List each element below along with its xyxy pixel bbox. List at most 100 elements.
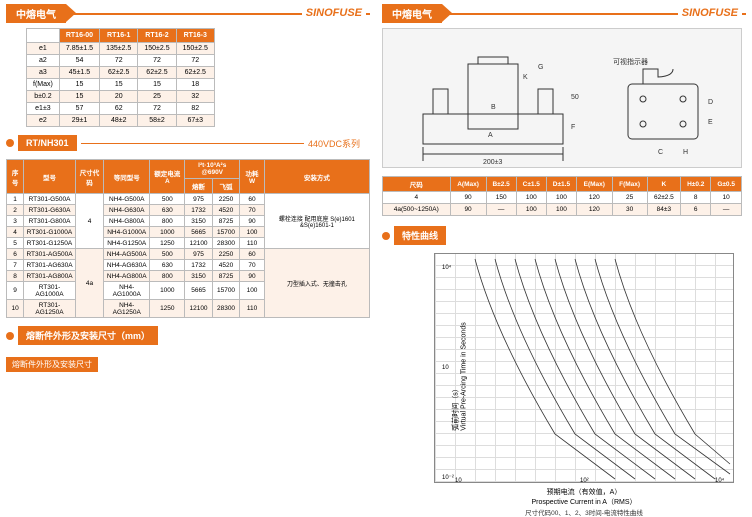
cell: 800 — [150, 271, 185, 282]
cell: 6 — [681, 204, 711, 216]
cell: e2 — [27, 115, 60, 127]
cell: 100 — [546, 192, 576, 204]
cell: 150±2.5 — [176, 43, 214, 55]
cell: NH4-G1250A — [104, 238, 150, 249]
triangle-icon — [442, 4, 452, 22]
cell: 8 — [7, 271, 24, 282]
cell: 20 — [100, 91, 138, 103]
cell: NH4-AG500A — [104, 249, 150, 260]
cell: 500 — [150, 249, 185, 260]
cell: 100 — [516, 192, 546, 204]
cell: f(Max) — [27, 79, 60, 91]
cell: 8725 — [212, 271, 240, 282]
cell: 15 — [100, 79, 138, 91]
cell: NH4-AG800A — [104, 271, 150, 282]
section-a: RT/NH301 440VDC系列 — [6, 135, 370, 151]
section-b: 熔断件外形及安装尺寸（mm） — [6, 326, 370, 345]
col-header: 序号 — [7, 160, 24, 194]
bullet-icon — [6, 332, 14, 340]
cell: 62±2.5 — [176, 67, 214, 79]
cell: 100 — [240, 227, 265, 238]
section-c: 特性曲线 — [382, 226, 746, 245]
col-header: 型号 — [24, 160, 76, 194]
col-header: 尺码 — [383, 177, 451, 192]
cell: a3 — [27, 67, 60, 79]
chart-note: 尺寸代码00、1、2、3时间-电流特性曲线 — [422, 507, 746, 517]
cell: 90 — [450, 192, 486, 204]
svg-text:B: B — [491, 104, 496, 111]
cell: 螺栓连接 配用底座 S(e)1601 &S(e)1601-1 — [264, 194, 369, 249]
cell: 62±2.5 — [100, 67, 138, 79]
cell: RT301-AG800A — [24, 271, 76, 282]
cell: 135±2.5 — [100, 43, 138, 55]
cell: 25 — [612, 192, 647, 204]
svg-text:H: H — [683, 149, 688, 156]
cell: 100 — [516, 204, 546, 216]
svg-text:G: G — [538, 64, 543, 71]
cell: 120 — [577, 204, 613, 216]
cell: e1 — [27, 43, 60, 55]
cell: 60 — [240, 249, 265, 260]
cell: 70 — [240, 260, 265, 271]
svg-text:F: F — [571, 124, 575, 131]
left-page: 中熔电气 SINOFUSE RT16-00RT16-1RT16-2RT16-3e… — [0, 0, 376, 504]
cell: b±0.2 — [27, 91, 60, 103]
cell: 3150 — [185, 216, 213, 227]
col-header: B±2.5 — [486, 177, 516, 192]
header: 中熔电气 SINOFUSE — [6, 4, 370, 22]
cell: 刀型插入式、无撞击孔 — [264, 249, 369, 318]
x-axis-label: 预期电流（有效值，A）Prospective Current in A（RMS） — [422, 487, 746, 507]
cell: 58±2 — [138, 115, 176, 127]
cell: 70 — [240, 205, 265, 216]
svg-text:50: 50 — [571, 94, 579, 101]
cell: NH4-G630A — [104, 205, 150, 216]
svg-text:10²: 10² — [580, 478, 589, 484]
characteristic-chart: 10⁴1010⁻² 1010²10⁴ 弧前时间（s）Virtual Pre-Ar… — [434, 253, 734, 483]
cell: 800 — [150, 216, 185, 227]
cell: NH4-G500A — [104, 194, 150, 205]
triangle-icon — [66, 4, 76, 22]
cell: 5 — [7, 238, 24, 249]
cell: 5665 — [185, 227, 213, 238]
section-title: RT/NH301 — [18, 135, 77, 151]
svg-text:10⁴: 10⁴ — [442, 264, 452, 271]
col-header: 额定电流 A — [150, 160, 185, 194]
header: 中熔电气 SINOFUSE — [382, 4, 746, 22]
col-header: RT16-2 — [138, 29, 176, 43]
cell: 90 — [240, 271, 265, 282]
svg-text:10: 10 — [442, 365, 449, 371]
svg-text:D: D — [708, 99, 713, 106]
cell: 12100 — [185, 238, 213, 249]
cell: 15 — [138, 79, 176, 91]
cell: 7.85±1.5 — [59, 43, 99, 55]
cell: 1250 — [150, 238, 185, 249]
cell: 1250 — [150, 300, 185, 318]
cell: 5665 — [185, 282, 213, 300]
svg-text:K: K — [523, 74, 528, 81]
bullet-icon — [6, 139, 14, 147]
col-header: E(Max) — [577, 177, 613, 192]
cell: 4a — [75, 249, 103, 318]
cell: 84±3 — [647, 204, 681, 216]
col-header: H±0.2 — [681, 177, 711, 192]
cell: RT301-AG630A — [24, 260, 76, 271]
col-header: RT16-00 — [59, 29, 99, 43]
section-title: 特性曲线 — [394, 226, 446, 245]
cell: 29±1 — [59, 115, 99, 127]
cell: 2250 — [212, 249, 240, 260]
cell: RT301-G500A — [24, 194, 76, 205]
cell: 10 — [7, 300, 24, 318]
cell: 62±2.5 — [647, 192, 681, 204]
cell: 18 — [176, 79, 214, 91]
cell: 82 — [176, 103, 214, 115]
col-header: F(Max) — [612, 177, 647, 192]
cell: 1732 — [185, 205, 213, 216]
cell: NH4-AG1000A — [104, 282, 150, 300]
cell: 48±2 — [100, 115, 138, 127]
cell: 90 — [450, 204, 486, 216]
cell: e1±3 — [27, 103, 60, 115]
col-header: 飞弧 — [212, 179, 240, 194]
y-axis-label: 弧前时间（s）Virtual Pre-Arcing Time in Second… — [451, 322, 468, 430]
cell: 15700 — [212, 282, 240, 300]
svg-text:E: E — [708, 119, 713, 126]
